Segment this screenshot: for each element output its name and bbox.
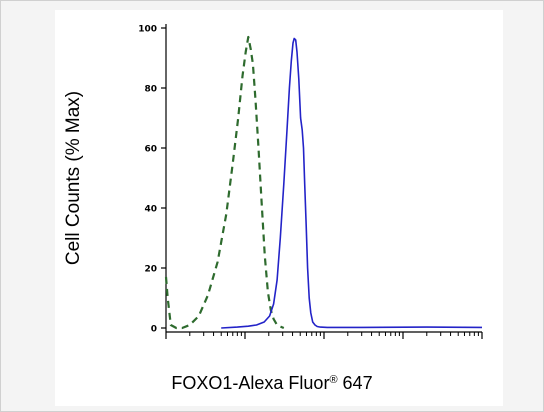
y-tick-label: 40 [144, 205, 157, 215]
x-axis-label-suffix: 647 [337, 373, 373, 393]
stained-histogram-line [221, 37, 483, 329]
control-histogram-line [164, 35, 285, 330]
y-tick-label: 80 [144, 85, 157, 95]
axes: 0 20 40 60 80 100 [138, 24, 483, 339]
x-axis-label-registered-mark: ® [329, 374, 338, 386]
chart-panel [55, 10, 503, 406]
y-axis-label: Cell Counts (% Max) [63, 90, 84, 266]
series-layer [164, 35, 483, 330]
y-tick-label: 60 [144, 145, 157, 155]
y-tick-label: 0 [151, 325, 157, 335]
x-axis-label-main: FOXO1-Alexa Fluor [171, 373, 330, 393]
x-axis-label: FOXO1-Alexa Fluor® 647 [0, 373, 544, 394]
y-tick-label: 100 [138, 25, 157, 35]
y-tick-label: 20 [144, 265, 157, 275]
